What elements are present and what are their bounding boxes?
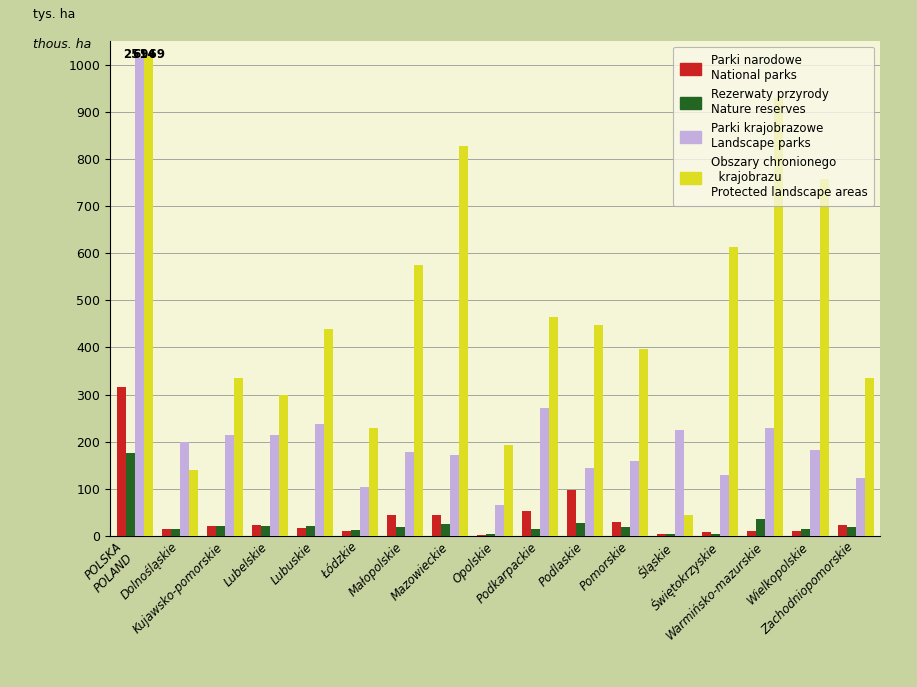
Text: 6969: 6969 <box>132 48 165 61</box>
Bar <box>757 519 766 536</box>
Bar <box>585 468 594 536</box>
Bar <box>306 526 315 536</box>
Bar <box>613 521 622 536</box>
Bar <box>270 435 279 536</box>
Bar <box>495 505 504 536</box>
Bar <box>324 328 333 536</box>
Bar <box>351 530 360 536</box>
Bar <box>369 427 378 536</box>
Text: tys. ha: tys. ha <box>33 8 75 21</box>
Bar <box>622 528 630 536</box>
Bar <box>450 455 459 536</box>
Bar <box>837 525 846 536</box>
Bar <box>522 511 531 536</box>
Bar <box>161 529 171 536</box>
Bar <box>459 146 469 536</box>
Bar <box>189 470 198 536</box>
Bar <box>315 424 324 536</box>
Bar <box>387 515 396 536</box>
Bar <box>396 528 405 536</box>
Bar <box>531 529 540 536</box>
Bar <box>405 452 414 536</box>
Bar <box>702 532 712 536</box>
Bar <box>504 445 514 536</box>
Legend: Parki narodowe
National parks, Rezerwaty przyrody
Nature reserves, Parki krajobr: Parki narodowe National parks, Rezerwaty… <box>673 47 875 206</box>
Bar <box>657 534 667 536</box>
Bar <box>820 179 829 536</box>
Bar <box>432 515 441 536</box>
Bar <box>261 526 270 536</box>
Bar <box>414 265 423 536</box>
Bar <box>684 515 693 536</box>
Bar <box>856 478 865 536</box>
Bar <box>252 526 261 536</box>
Bar <box>630 462 639 536</box>
Bar <box>116 387 126 536</box>
Bar <box>639 349 648 536</box>
Bar <box>126 453 135 536</box>
Bar <box>712 534 721 536</box>
Bar <box>215 526 225 536</box>
Bar <box>234 378 243 536</box>
Bar <box>667 534 675 536</box>
Bar <box>775 98 783 536</box>
Bar <box>747 531 757 536</box>
Bar <box>225 435 234 536</box>
Bar <box>477 535 486 536</box>
Bar <box>576 523 585 536</box>
Bar <box>675 430 684 536</box>
Bar <box>207 526 215 536</box>
Bar <box>486 534 495 536</box>
Bar <box>801 529 811 536</box>
Bar <box>865 378 874 536</box>
Bar <box>171 529 180 536</box>
Text: thous. ha: thous. ha <box>33 38 92 51</box>
Bar <box>792 531 801 536</box>
Bar <box>144 56 153 536</box>
Bar <box>342 531 351 536</box>
Bar <box>721 475 729 536</box>
Bar <box>297 528 306 536</box>
Bar <box>360 487 369 536</box>
Bar <box>846 528 856 536</box>
Bar <box>729 247 738 536</box>
Bar <box>180 442 189 536</box>
Text: 2514: 2514 <box>123 48 156 61</box>
Bar <box>568 490 576 536</box>
Bar <box>811 450 820 536</box>
Bar <box>135 58 144 536</box>
Bar <box>766 427 775 536</box>
Bar <box>594 325 603 536</box>
Bar <box>441 524 450 536</box>
Bar <box>549 317 558 536</box>
Bar <box>279 396 288 536</box>
Bar <box>540 407 549 536</box>
